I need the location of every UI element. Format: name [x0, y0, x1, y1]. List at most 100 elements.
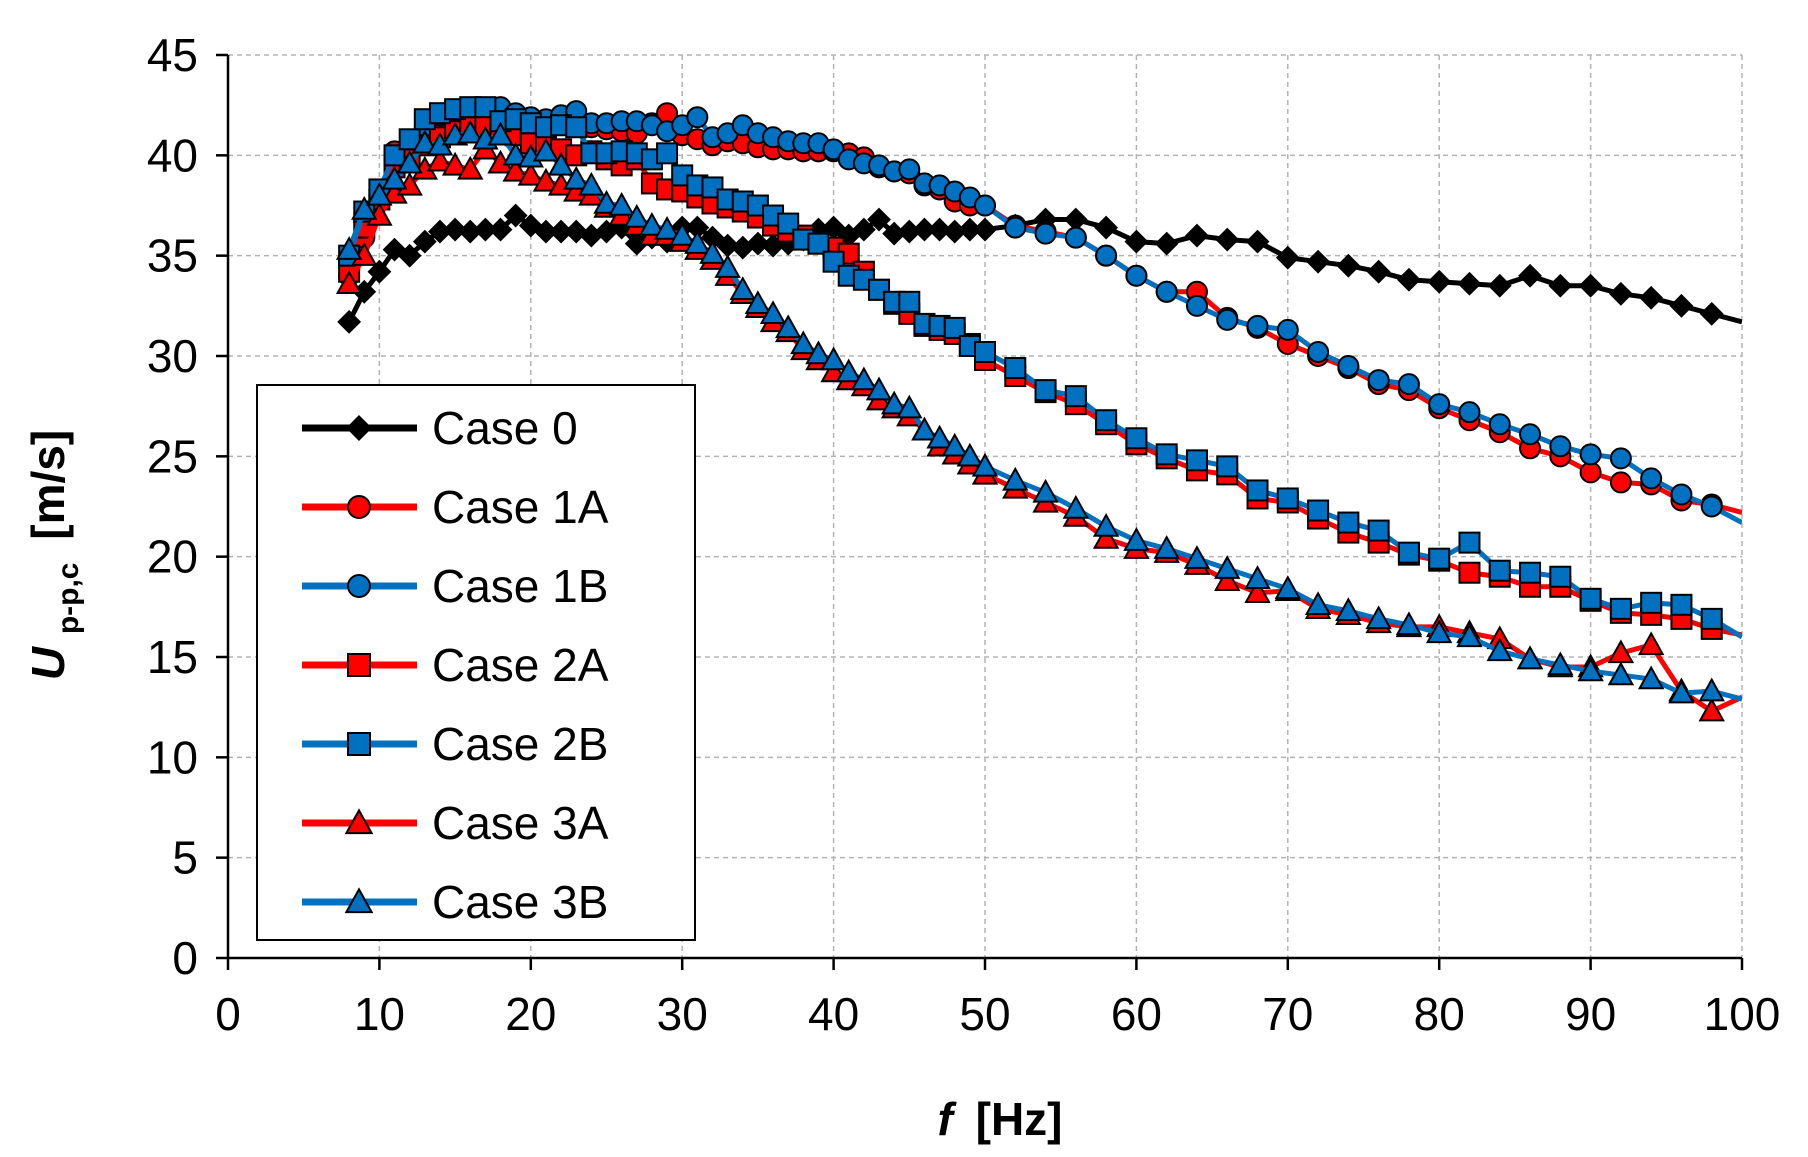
data-point-case-3a — [1698, 697, 1725, 722]
data-point-case-1b — [822, 138, 845, 161]
data-point-case-0 — [1699, 301, 1724, 326]
data-point-case-2b — [943, 316, 966, 339]
legend-label-case-3b: Case 3B — [432, 876, 608, 928]
data-point-case-3a — [441, 151, 469, 176]
y-tick-label: 35 — [147, 230, 198, 282]
data-point-case-3b — [502, 141, 529, 166]
data-point-case-1b — [1185, 294, 1208, 317]
data-point-case-3b — [880, 390, 908, 415]
data-point-case-0 — [1457, 271, 1482, 296]
x-tick-label: 0 — [215, 988, 241, 1040]
data-point-case-1b — [898, 158, 921, 181]
series-case-3b — [335, 119, 1742, 704]
legend-label-case-1a: Case 1A — [432, 481, 609, 533]
data-point-case-3b — [714, 254, 741, 278]
legend-marker-case-1b — [347, 574, 371, 598]
data-point-case-1b — [1579, 443, 1602, 466]
data-point-case-2b — [1640, 591, 1663, 614]
data-point-case-1b — [1367, 369, 1390, 392]
data-point-case-2b — [1458, 531, 1481, 554]
data-point-case-2b — [1367, 519, 1390, 542]
data-point-case-3b — [1426, 619, 1453, 644]
data-point-case-3b — [1244, 565, 1271, 589]
axes — [216, 53, 1744, 970]
legend-marker-case-3a — [344, 808, 374, 835]
data-point-case-3a — [517, 161, 544, 186]
data-point-case-2b — [1125, 427, 1148, 450]
data-point-case-1b — [1519, 423, 1542, 446]
x-tick-label: 40 — [808, 988, 859, 1040]
legend-marker-case-2b — [347, 732, 371, 756]
data-point-case-1b — [1034, 222, 1057, 245]
data-point-case-2b — [1246, 479, 1269, 502]
data-point-case-3b — [1607, 661, 1635, 686]
x-axis-symbol: f — [938, 1093, 958, 1145]
data-point-case-0 — [1154, 231, 1179, 256]
data-point-case-0 — [851, 217, 876, 242]
data-point-case-2b — [1155, 443, 1178, 466]
data-point-case-1b — [1276, 318, 1299, 341]
x-axis-title: f [Hz] — [938, 1093, 1063, 1145]
data-point-case-3b — [1183, 545, 1211, 569]
data-point-case-0 — [1518, 263, 1542, 288]
data-point-case-1b — [1458, 401, 1481, 424]
data-point-case-3a — [502, 157, 529, 182]
data-point-case-0 — [397, 243, 422, 268]
data-point-case-1b — [1095, 244, 1118, 267]
data-point-case-2b — [1519, 561, 1542, 584]
data-point-case-2b — [1034, 379, 1057, 402]
data-point-case-3b — [669, 222, 696, 246]
data-point-case-2b — [974, 340, 996, 363]
data-point-case-2b — [565, 116, 588, 139]
data-point-case-2b — [1307, 499, 1330, 522]
data-point-case-3b — [805, 340, 832, 365]
data-point-case-3b — [351, 195, 378, 220]
data-point-case-2b — [1004, 357, 1027, 380]
data-point-case-3a — [1092, 525, 1120, 549]
legend-marker-case-3b — [344, 887, 374, 914]
data-point-case-3b — [1032, 478, 1059, 503]
data-point-case-3b — [911, 416, 938, 441]
data-point-case-3b — [366, 181, 393, 206]
data-point-case-3b — [578, 171, 605, 196]
x-tick-label: 50 — [959, 988, 1010, 1040]
data-point-case-2a — [1458, 561, 1481, 584]
data-point-case-3b — [457, 119, 484, 144]
data-point-case-3b — [926, 424, 953, 449]
data-point-case-2b — [1064, 385, 1087, 408]
data-point-case-1a — [1579, 461, 1602, 484]
data-point-case-3a — [1214, 567, 1241, 591]
data-point-case-1b — [1609, 447, 1632, 470]
data-point-case-0 — [367, 259, 392, 284]
data-point-case-0 — [745, 231, 770, 256]
data-point-case-2b — [1216, 455, 1239, 478]
data-point-case-1b — [1246, 314, 1269, 337]
data-point-case-3b — [865, 376, 893, 401]
data-point-case-0 — [443, 217, 468, 242]
data-point-case-1b — [1549, 435, 1572, 458]
data-point-case-1b — [1428, 393, 1451, 416]
y-tick-label: 45 — [147, 29, 198, 81]
data-point-case-0 — [1185, 223, 1209, 248]
data-point-case-3a — [457, 155, 484, 180]
data-point-case-0 — [1427, 269, 1452, 294]
data-point-case-1b — [1640, 467, 1663, 490]
data-point-case-3b — [790, 330, 817, 355]
data-point-case-3a — [335, 270, 363, 294]
data-point-case-3b — [623, 203, 650, 228]
x-tick-label: 70 — [1262, 988, 1313, 1040]
data-point-case-2b — [777, 212, 800, 235]
data-point-case-3b — [593, 189, 620, 214]
y-tick-label: 5 — [172, 832, 198, 884]
data-point-case-3b — [1668, 679, 1695, 704]
tick-labels: 0 10 20 30 40 50 60 70 80 90 100 0 5 10 15 20 25 30 35 40 45 — [147, 29, 1781, 1040]
data-point-case-3b — [653, 216, 681, 240]
svg-text:f [Hz]: f [Hz] — [938, 1093, 1063, 1145]
data-point-case-3b — [1395, 611, 1423, 636]
data-point-case-0 — [1245, 229, 1270, 254]
data-point-case-0 — [1669, 293, 1694, 318]
data-point-case-0 — [1336, 253, 1361, 278]
x-tick-label: 90 — [1565, 988, 1616, 1040]
data-point-case-3b — [532, 137, 560, 162]
data-point-case-3b — [820, 346, 847, 371]
